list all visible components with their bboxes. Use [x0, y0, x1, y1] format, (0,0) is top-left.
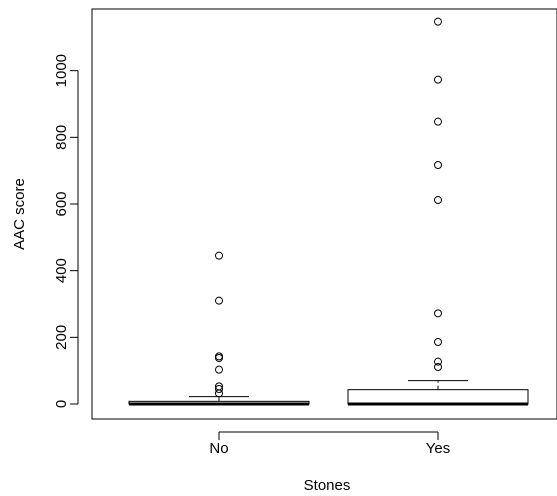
outlier-point: [215, 365, 223, 374]
x-tick-label: Yes: [426, 440, 450, 457]
x-tick-label: No: [209, 440, 228, 457]
outlier-point: [434, 75, 442, 84]
plot-frame: [91, 8, 557, 420]
outlier-point: [434, 338, 442, 346]
box-no: [128, 251, 310, 406]
y-tick-label: 600: [53, 191, 70, 216]
y-tick-label: 0: [53, 400, 70, 408]
x-axis-label: Stones: [304, 477, 351, 494]
y-axis: 0 200 400 600 800 1000: [53, 54, 79, 408]
x-axis: No Yes: [209, 431, 450, 457]
y-axis-label: AAC score: [11, 178, 28, 250]
outlier-point: [434, 309, 442, 318]
box-body: [347, 389, 529, 405]
outlier-point: [434, 17, 442, 26]
outlier-point: [215, 354, 223, 362]
y-tick-label: 800: [53, 125, 70, 150]
outlier-point: [215, 389, 223, 398]
outlier-point: [434, 363, 442, 371]
outlier-point: [434, 117, 442, 126]
outlier-point: [434, 357, 442, 366]
outlier-point: [215, 296, 223, 305]
outlier-point: [215, 385, 223, 393]
boxes: [128, 17, 529, 406]
y-tick-label: 200: [53, 325, 70, 350]
y-tick-label: 1000: [53, 54, 70, 87]
outlier-point: [215, 352, 223, 361]
y-tick-label: 400: [53, 258, 70, 283]
outlier-point: [434, 196, 442, 204]
outlier-point: [215, 251, 223, 260]
box-yes: [347, 17, 529, 406]
outlier-point: [434, 161, 442, 169]
